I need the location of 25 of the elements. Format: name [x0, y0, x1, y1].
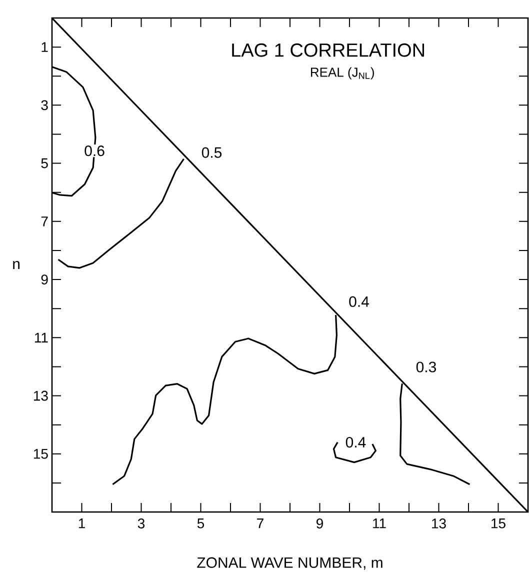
y-tick-label: 11	[35, 332, 48, 342]
x-tick-label: 13	[432, 518, 446, 528]
x-tick-label: 9	[316, 518, 323, 528]
annotation: 0.4	[349, 296, 370, 307]
x-tick-label: 7	[257, 518, 264, 528]
x-tick-label: 5	[197, 518, 204, 528]
annotation: 0.4	[346, 436, 366, 448]
text: REAL (J$_{NL}$)	[310, 67, 374, 80]
x-tick-label: 3	[138, 518, 145, 528]
y-tick-label: 1	[42, 42, 48, 52]
y-tick-label: 13	[34, 390, 48, 401]
y-axis-title: n	[13, 260, 20, 270]
y-tick-label: 5	[41, 158, 48, 168]
x-tick-label: 1	[78, 518, 85, 528]
x-axis-title: ZONAL WAVE NUMBER, m	[197, 557, 382, 570]
annotation: 0.6	[84, 145, 104, 156]
y-tick-label: 15	[34, 449, 48, 459]
x-tick-label: 15	[492, 518, 506, 528]
y-tick-label: 3	[41, 100, 48, 110]
annotation: 0.5	[202, 147, 222, 158]
x-tick-label: 11	[373, 518, 386, 528]
y-tick-label: 9	[41, 274, 48, 284]
text: LAG 1 CORRELATION	[232, 43, 424, 57]
y-tick-label: 7	[41, 216, 48, 226]
annotation: 0.3	[416, 362, 436, 372]
